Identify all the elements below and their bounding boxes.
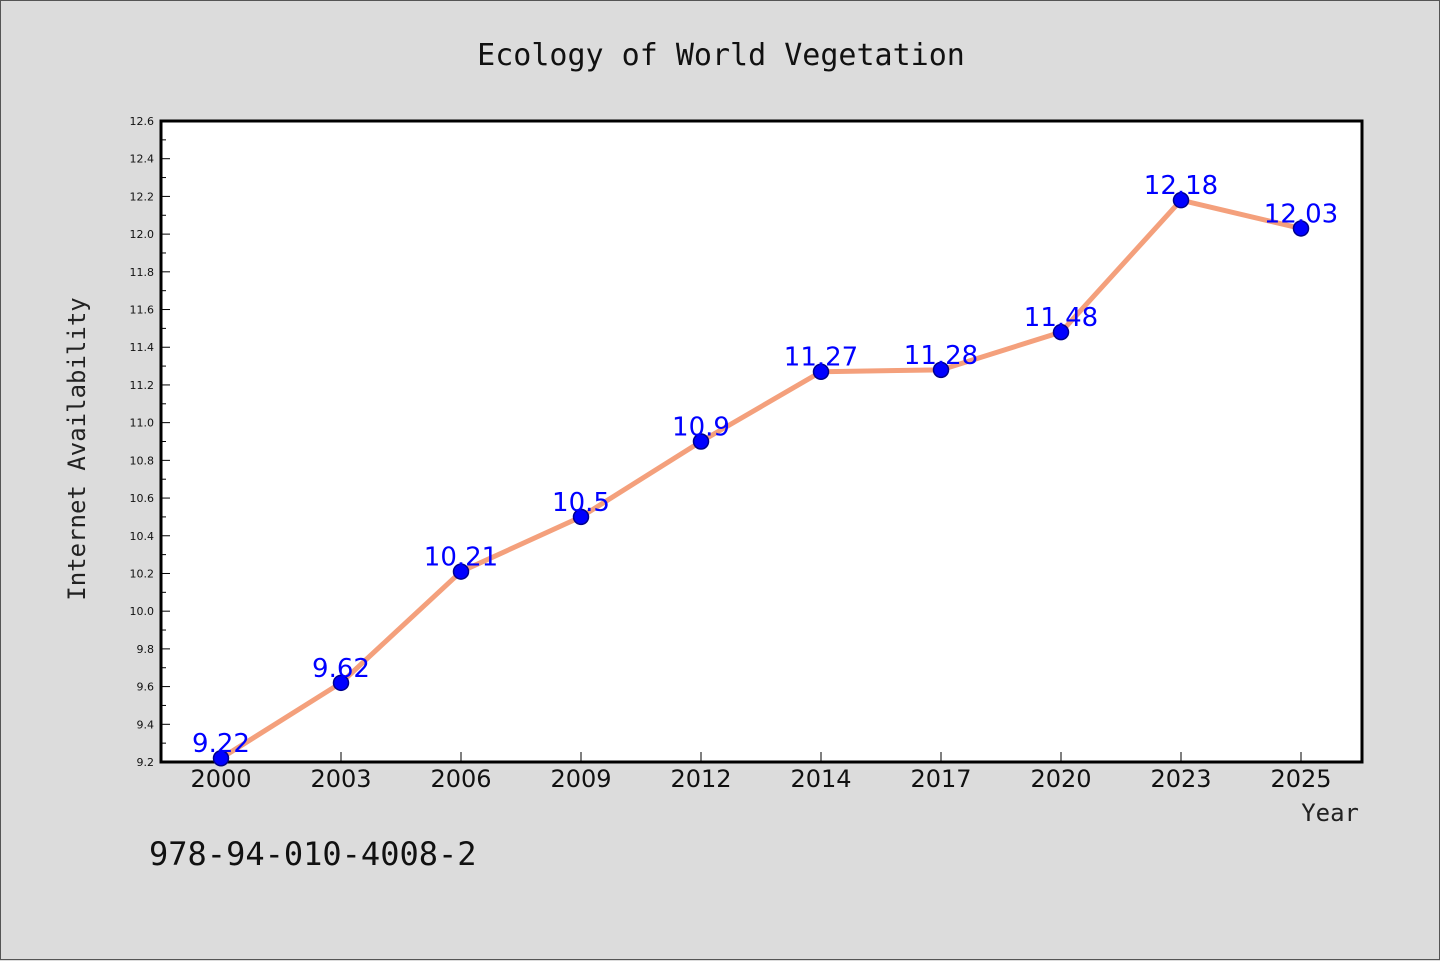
chart-title: Ecology of World Vegetation — [477, 38, 965, 73]
y-tick-label: 10.2 — [130, 567, 155, 580]
data-point — [812, 363, 830, 380]
x-tick-label: 2014 — [790, 765, 851, 793]
y-tick-label: 12.2 — [130, 190, 155, 203]
y-tick-label: 11.4 — [130, 341, 155, 354]
y-tick-label: 11.8 — [130, 266, 155, 279]
data-label: 10.21 — [424, 543, 498, 573]
y-tick-label: 9.4 — [137, 718, 155, 731]
data-label: 11.28 — [904, 341, 978, 371]
y-tick-label: 9.2 — [137, 756, 155, 769]
y-tick-label: 12.4 — [130, 153, 155, 166]
x-tick-label: 2017 — [910, 765, 971, 793]
y-axis-label: Internet Availability — [63, 297, 91, 600]
y-tick-label: 12.0 — [130, 228, 155, 241]
x-tick-label: 2025 — [1270, 765, 1331, 793]
x-tick-label: 2020 — [1030, 765, 1091, 793]
x-tick-label: 2003 — [310, 765, 371, 793]
x-tick-label: 2009 — [550, 765, 611, 793]
data-point — [1292, 220, 1310, 237]
data-label: 12.18 — [1144, 171, 1218, 201]
y-axis: 9.2 9.4 9.6 9.8 10.0 10.2 10.4 10.6 10.8 11.0 11.2… — [130, 115, 170, 769]
x-axis: 2000 2003 2006 2009 2012 2014 2017 2020 2023 2025 — [190, 752, 1332, 793]
x-tick-label: 2023 — [1150, 765, 1211, 793]
y-tick-label: 10.6 — [130, 492, 155, 505]
y-tick-label: 10.8 — [130, 454, 155, 467]
x-tick-label: 2000 — [190, 765, 251, 793]
y-tick-label: 11.6 — [130, 304, 155, 317]
y-tick-label: 12.6 — [130, 115, 155, 128]
x-axis-label: Year — [1301, 799, 1359, 827]
data-point — [1172, 191, 1190, 209]
y-tick-label: 11.2 — [130, 379, 155, 392]
series-layer — [212, 191, 1310, 767]
data-labels-layer: 9.22 9.62 10.21 10.5 10.9 11.27 11.28 11.48 12.1… — [192, 171, 1338, 759]
data-point — [692, 433, 710, 450]
y-tick-label: 9.6 — [137, 681, 155, 694]
data-label: 10.5 — [552, 488, 610, 518]
y-tick-label: 10.0 — [130, 605, 155, 618]
data-label: 11.48 — [1024, 303, 1098, 333]
x-tick-label: 2012 — [670, 765, 731, 793]
series-line — [218, 197, 1304, 761]
isbn-text: 978-94-010-4008-2 — [149, 835, 477, 873]
data-label: 12.03 — [1264, 199, 1338, 229]
data-label: 11.27 — [784, 343, 858, 373]
y-tick-label: 9.8 — [137, 643, 155, 656]
y-tick-label: 10.4 — [130, 530, 155, 543]
data-point — [932, 361, 950, 379]
y-tick-label: 11.0 — [130, 417, 155, 430]
data-point — [572, 508, 590, 526]
plot-area — [159, 119, 1364, 764]
data-point — [1052, 323, 1070, 341]
data-label: 10.9 — [672, 413, 730, 443]
data-label: 9.22 — [192, 729, 250, 759]
data-label: 9.62 — [312, 654, 370, 684]
x-tick-label: 2006 — [430, 765, 491, 793]
data-point — [212, 749, 230, 767]
data-point — [452, 563, 470, 580]
data-point — [332, 674, 350, 692]
